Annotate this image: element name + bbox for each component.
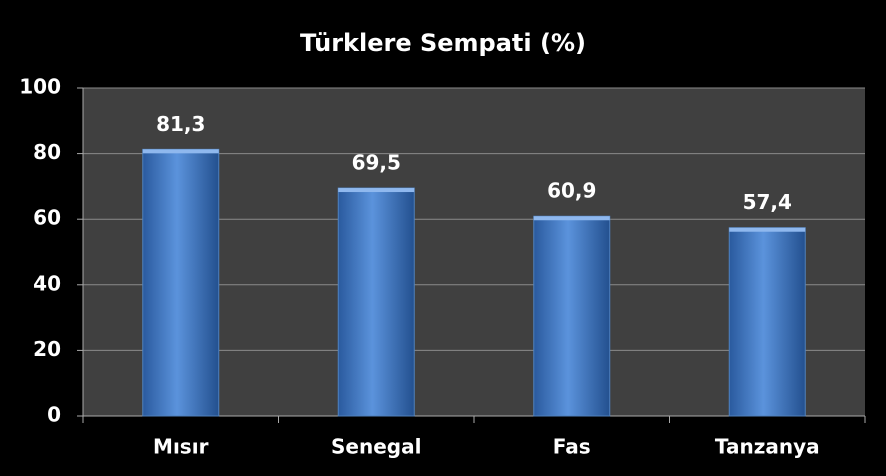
bar [728,227,806,417]
y-tick-label: 20 [33,337,61,361]
y-tick-label: 80 [33,140,61,164]
x-tick-label: Fas [553,435,591,459]
bar [337,187,415,417]
bar-top [142,149,219,154]
y-tick-label: 60 [33,206,61,230]
bar [142,148,220,417]
value-label: 81,3 [156,112,205,136]
x-tick-label: Tanzanya [715,435,820,459]
x-tick-label: Senegal [331,435,421,459]
y-tick-label: 0 [47,403,61,427]
bar-top [533,216,610,221]
bar-top [729,227,806,232]
bar [533,215,611,417]
value-label: 57,4 [743,190,792,214]
y-tick-label: 100 [19,75,61,99]
value-label: 69,5 [352,151,401,175]
bar-top [338,188,415,193]
x-tick-label: Mısır [153,435,209,459]
value-label: 60,9 [547,179,596,203]
chart-title: Türklere Sempati (%) [300,29,586,57]
y-tick-label: 40 [33,271,61,295]
